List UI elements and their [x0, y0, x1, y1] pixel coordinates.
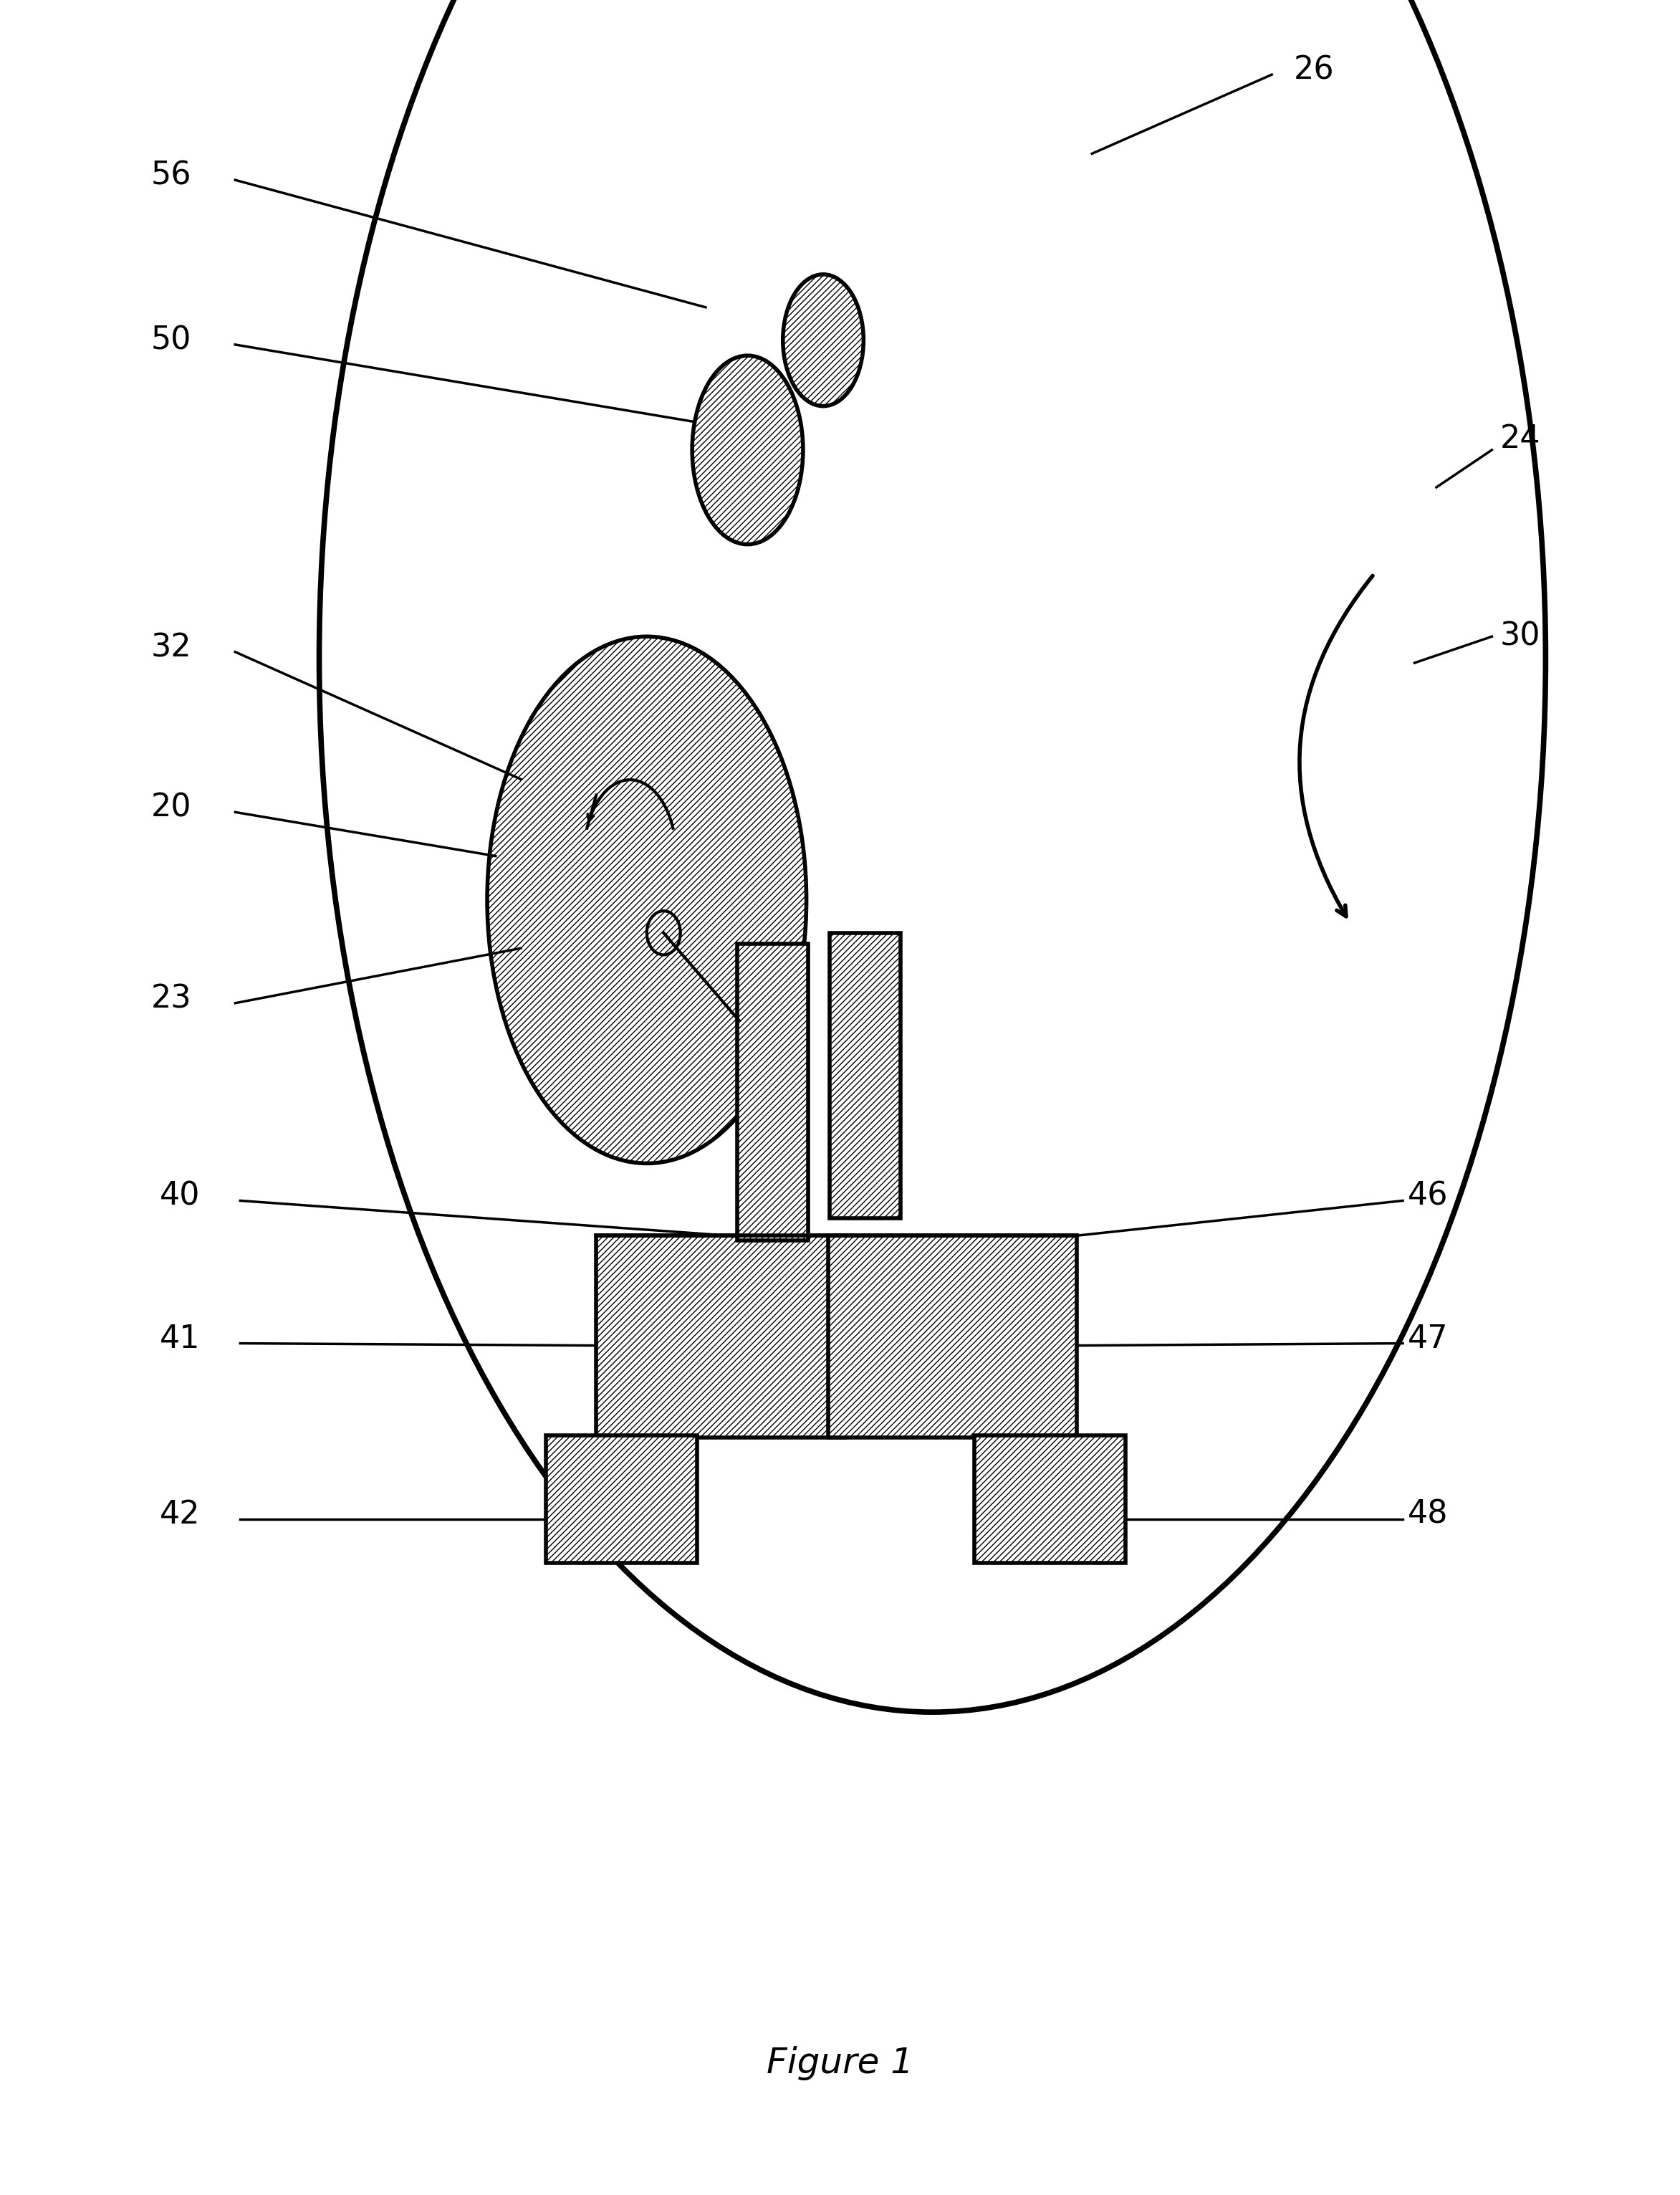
Bar	[830, 933, 900, 1218]
Text: 41: 41	[160, 1324, 200, 1354]
Bar	[596, 1236, 845, 1438]
Bar	[738, 944, 808, 1240]
Bar	[828, 1236, 1077, 1438]
Text: 23: 23	[151, 983, 192, 1014]
Ellipse shape	[692, 356, 803, 544]
Text: 56: 56	[151, 160, 192, 191]
Text: 26: 26	[1294, 55, 1334, 86]
Ellipse shape	[487, 637, 806, 1163]
Text: 40: 40	[160, 1181, 200, 1212]
Bar	[596, 1236, 845, 1438]
Bar	[546, 1436, 697, 1563]
Text: 50: 50	[151, 325, 192, 356]
Text: 42: 42	[160, 1499, 200, 1530]
Text: 48: 48	[1408, 1499, 1448, 1530]
Text: 47: 47	[1408, 1324, 1448, 1354]
Ellipse shape	[783, 274, 864, 406]
Text: 32: 32	[151, 632, 192, 663]
Bar	[546, 1436, 697, 1563]
Bar	[828, 1236, 1077, 1438]
Text: 24: 24	[1500, 424, 1541, 454]
Bar	[830, 933, 900, 1218]
Text: Figure 1: Figure 1	[766, 2046, 914, 2081]
Text: 30: 30	[1500, 621, 1541, 652]
Bar	[738, 944, 808, 1240]
Text: 46: 46	[1408, 1181, 1448, 1212]
Bar	[974, 1436, 1126, 1563]
Bar	[974, 1436, 1126, 1563]
Text: 20: 20	[151, 792, 192, 823]
